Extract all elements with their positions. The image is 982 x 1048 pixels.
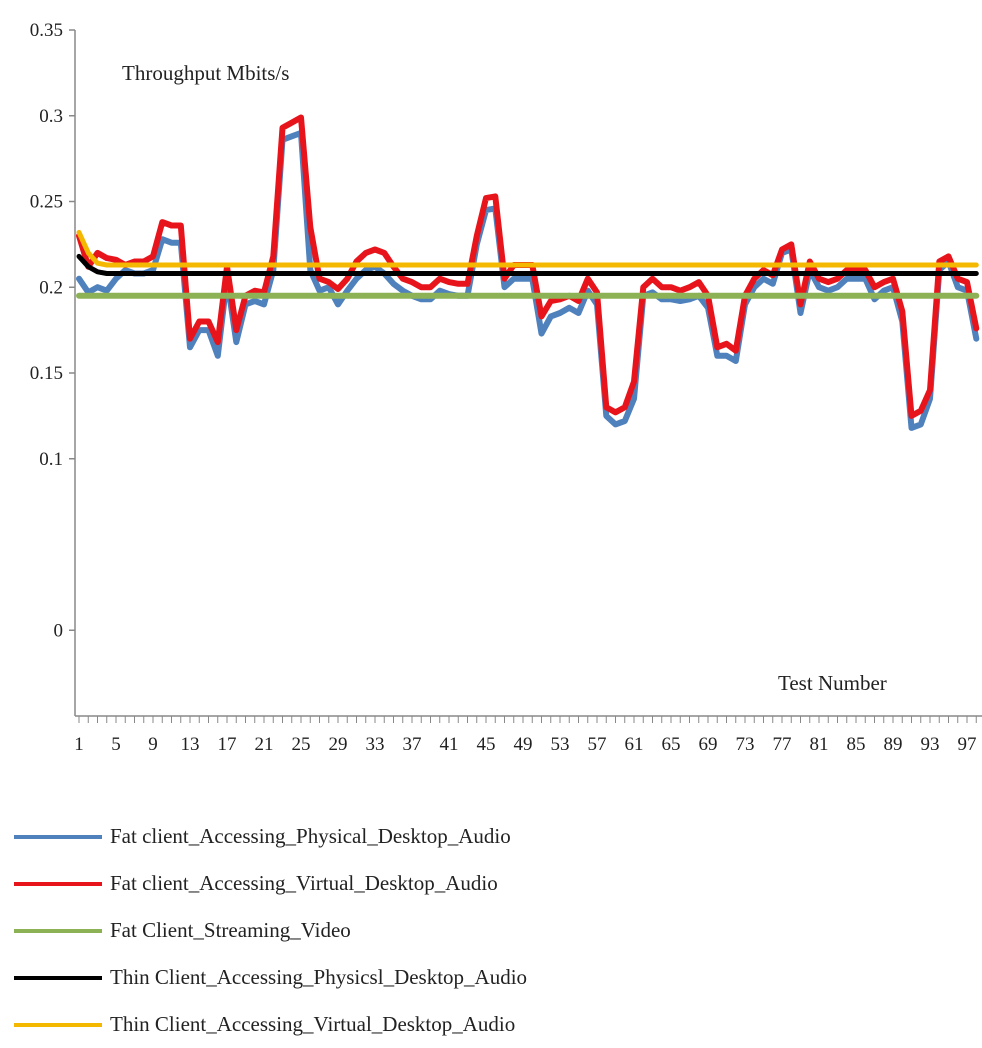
legend-item: Thin Client_Accessing_Physicsl_Desktop_A… xyxy=(14,954,974,1001)
x-tick-label: 41 xyxy=(440,734,459,755)
legend-label: Thin Client_Accessing_Virtual_Desktop_Au… xyxy=(110,1012,516,1036)
x-tick-label: 93 xyxy=(921,734,940,755)
x-tick-label: 97 xyxy=(958,734,977,755)
x-tick-label: 17 xyxy=(218,734,237,755)
y-tick-label: 0.2 xyxy=(39,277,63,298)
x-tick-label: 53 xyxy=(551,734,570,755)
x-tick-label: 77 xyxy=(773,734,792,755)
legend-label: Thin Client_Accessing_Physicsl_Desktop_A… xyxy=(110,965,528,989)
series-line-5 xyxy=(76,229,979,268)
x-tick-label: 33 xyxy=(366,734,385,755)
y-axis-ticks: 0.35 0.3 0.25 0.2 0.15 0.1 0 xyxy=(30,20,75,641)
chart-legend: Fat client_Accessing_Physical_Desktop_Au… xyxy=(14,813,974,1048)
x-tick-label: 29 xyxy=(329,734,348,755)
legend-swatch xyxy=(14,834,102,839)
y-tick-label: 0.25 xyxy=(30,192,63,213)
x-tick-label: 69 xyxy=(699,734,718,755)
x-tick-label: 61 xyxy=(625,734,644,755)
y-tick-label: 0.1 xyxy=(39,449,63,470)
legend-item: Fat client_Accessing_Virtual_Desktop_Aud… xyxy=(14,860,974,907)
x-tick-label: 49 xyxy=(514,734,533,755)
legend-item: Fat Client_Streaming_Video xyxy=(14,907,974,954)
x-tick-label: 65 xyxy=(662,734,681,755)
x-tick-label: 13 xyxy=(181,734,200,755)
series-lines xyxy=(76,114,980,431)
x-tick-label: 89 xyxy=(884,734,903,755)
legend-swatch xyxy=(14,1022,102,1027)
x-tick-label: 9 xyxy=(148,734,158,755)
y-tick-label: 0.35 xyxy=(30,20,63,41)
x-tick-label: 45 xyxy=(477,734,496,755)
x-tick-label: 5 xyxy=(111,734,121,755)
x-axis-title: Test Number xyxy=(778,671,887,695)
x-axis-ticks: 1 5 9 13 17 21 25 29 33 37 41 45 49 53 57 61 65 69 73 77 81 8… xyxy=(74,716,977,755)
x-tick-label: 81 xyxy=(810,734,829,755)
y-axis-title: Throughput Mbits/s xyxy=(122,61,289,85)
x-tick-label: 1 xyxy=(74,734,84,755)
series-line-4 xyxy=(76,253,979,276)
line-chart: 0.35 0.3 0.25 0.2 0.15 0.1 0 1 5 9 13 17 21 25 29 33 37… xyxy=(30,20,982,755)
legend-label: Fat client_Accessing_Virtual_Desktop_Aud… xyxy=(110,871,498,895)
x-tick-label: 73 xyxy=(736,734,755,755)
legend-item: Thin Client_Accessing_Virtual_Desktop_Au… xyxy=(14,1001,974,1048)
x-tick-label: 57 xyxy=(588,734,607,755)
legend-label: Fat client_Accessing_Physical_Desktop_Au… xyxy=(110,824,511,848)
x-tick-label: 37 xyxy=(403,734,422,755)
legend-swatch xyxy=(14,881,102,886)
x-tick-label: 21 xyxy=(255,734,274,755)
x-tick-label: 85 xyxy=(847,734,866,755)
legend-item: Fat client_Accessing_Physical_Desktop_Au… xyxy=(14,813,974,860)
legend-swatch xyxy=(14,928,102,933)
y-tick-label: 0.15 xyxy=(30,363,63,384)
x-tick-label: 25 xyxy=(292,734,311,755)
legend-swatch xyxy=(14,975,102,980)
legend-label: Fat Client_Streaming_Video xyxy=(110,918,351,942)
y-tick-label: 0.3 xyxy=(39,106,63,127)
series-line-1 xyxy=(76,129,980,431)
y-tick-label: 0 xyxy=(54,620,64,641)
